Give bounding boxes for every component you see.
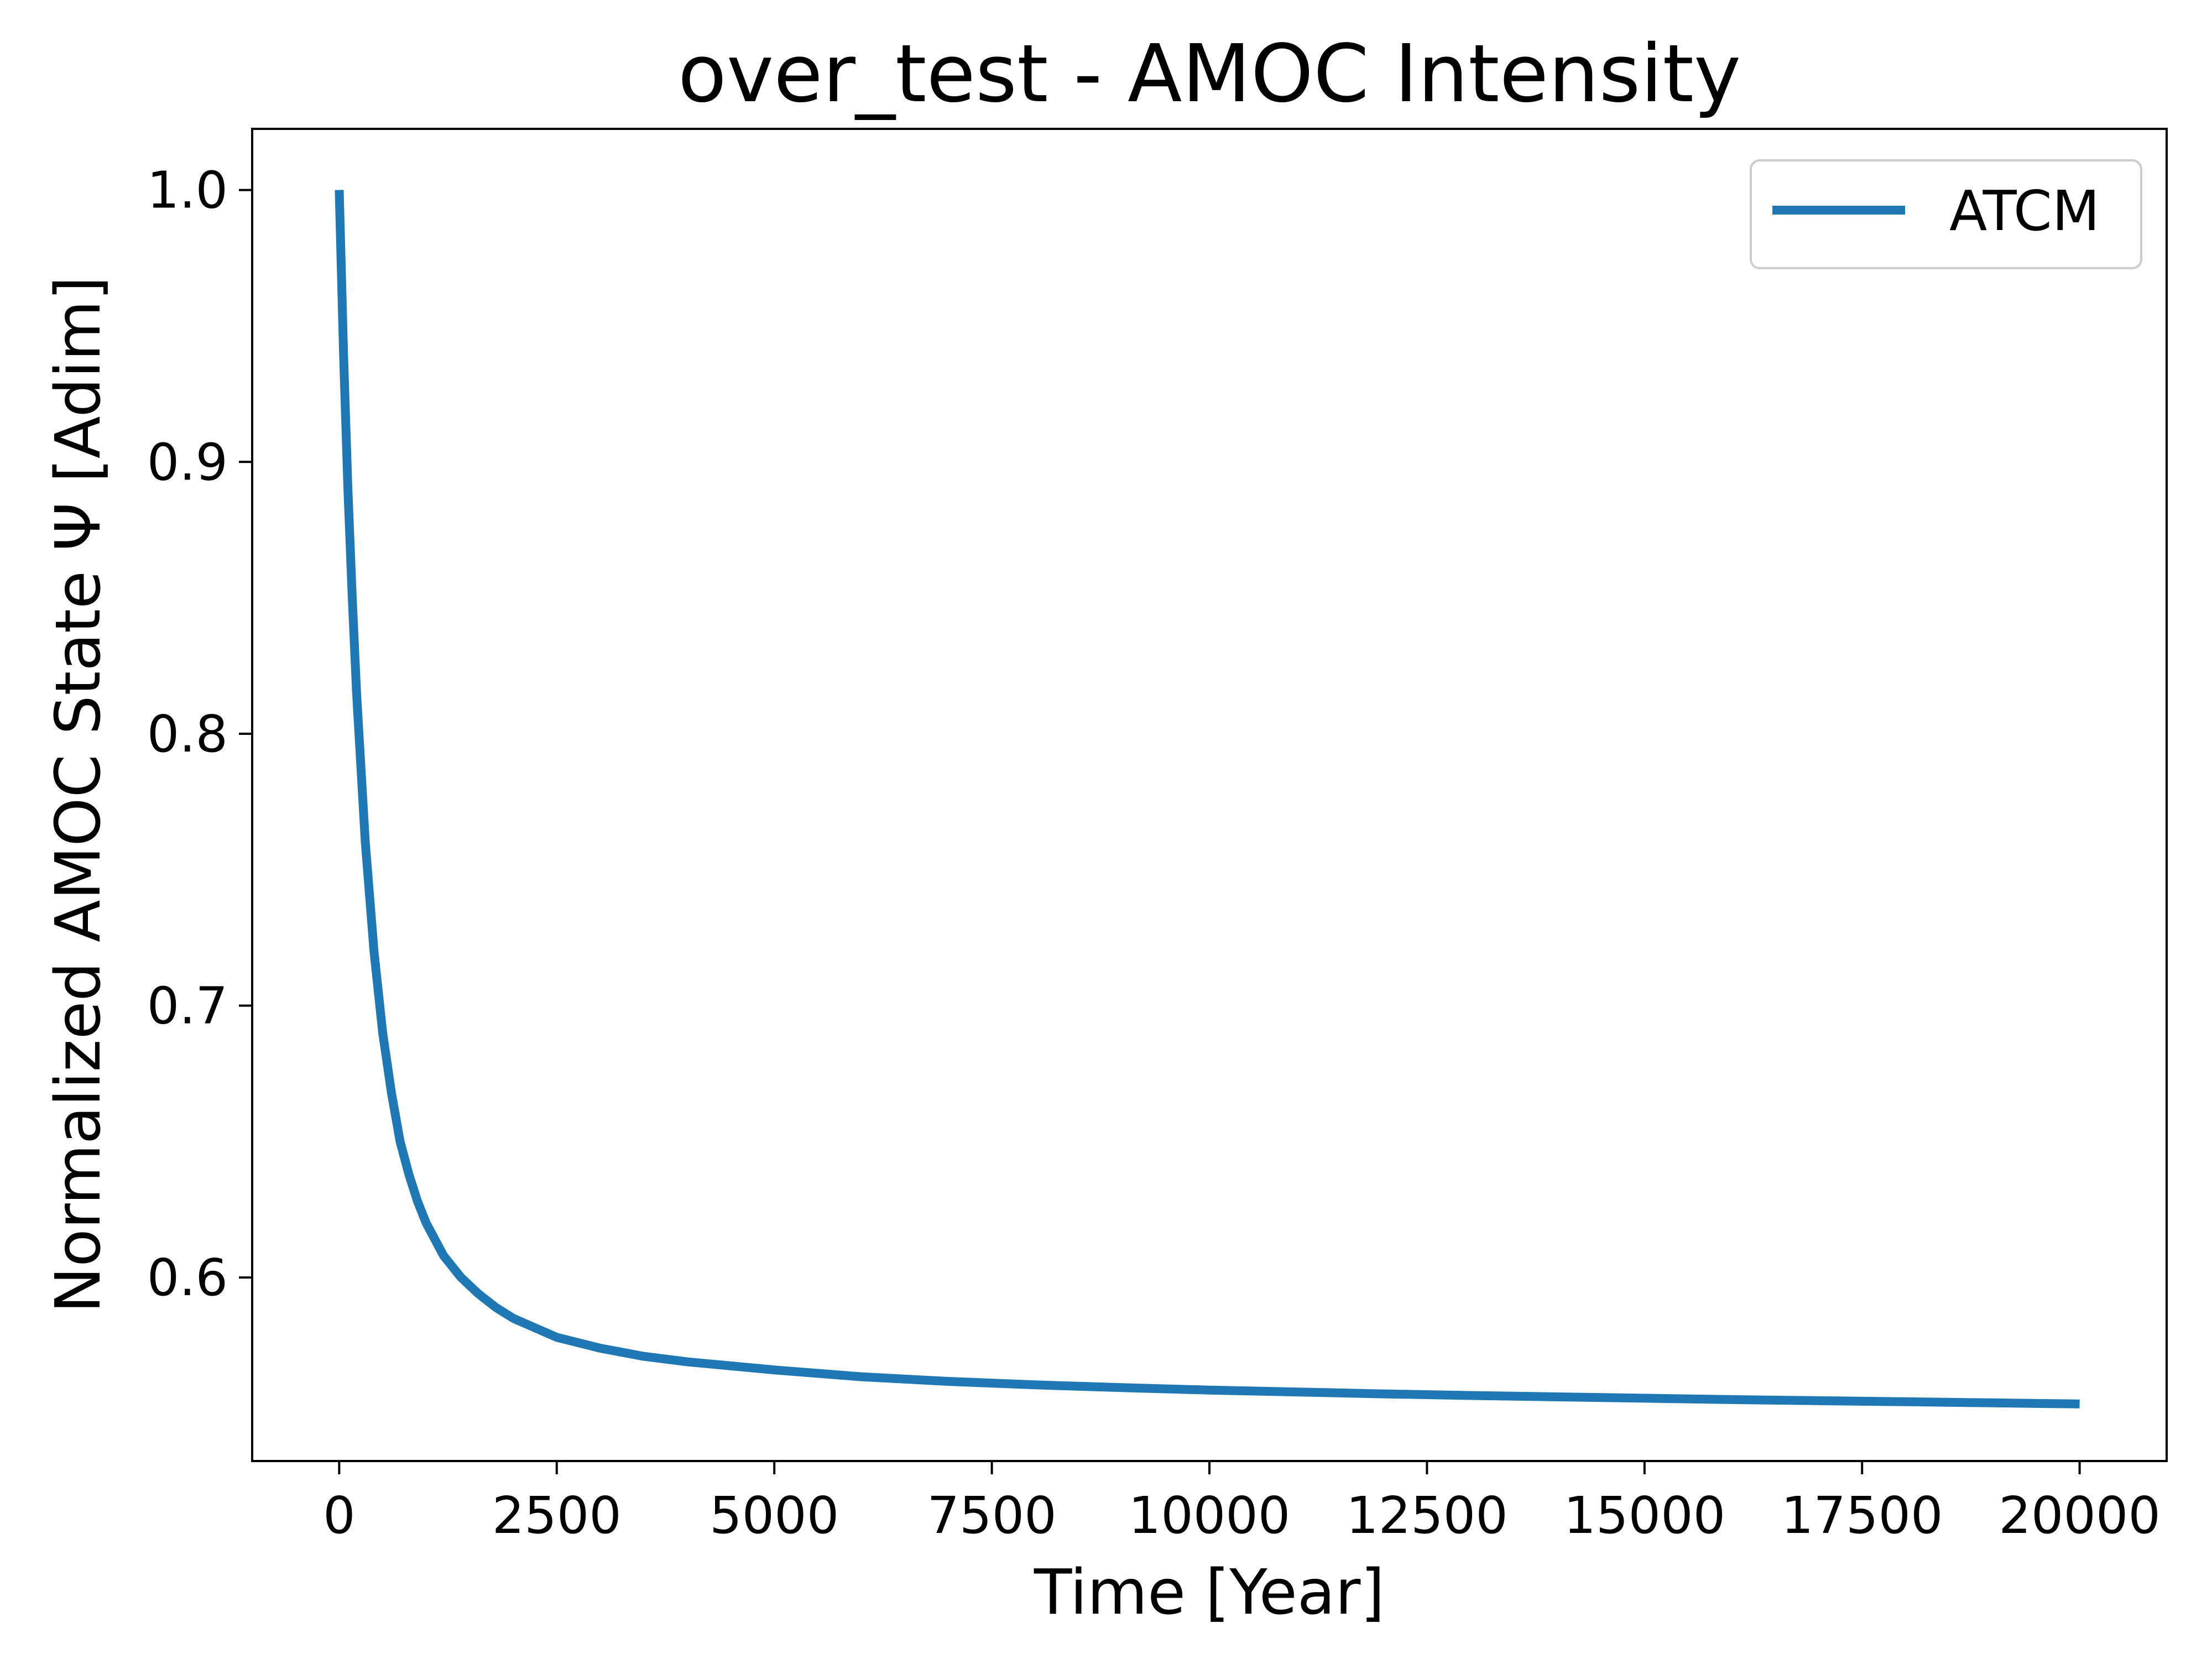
y-tick-label: 1.0 xyxy=(147,161,228,220)
plot-frame xyxy=(251,128,2168,1462)
x-tick-label: 17500 xyxy=(1781,1486,1943,1545)
y-tick-label: 0.7 xyxy=(147,977,228,1036)
legend-label-atcm: ATCM xyxy=(1949,179,2100,243)
x-tick-label: 15000 xyxy=(1563,1486,1725,1545)
x-axis-ticks: 0 2500 5000 7500 10000 12500 15000 17500 20000 xyxy=(323,1461,2161,1545)
y-tick-label: 0.8 xyxy=(147,705,228,764)
x-tick-label: 0 xyxy=(323,1486,356,1545)
y-axis-ticks: 0.6 0.7 0.8 0.9 1.0 xyxy=(147,161,252,1307)
x-tick-label: 5000 xyxy=(709,1486,839,1545)
chart-title: over_test - AMOC Intensity xyxy=(678,27,1741,120)
x-tick-label: 12500 xyxy=(1346,1486,1508,1545)
legend-box xyxy=(1750,159,2142,269)
plot-area xyxy=(335,190,2080,1408)
y-tick-label: 0.6 xyxy=(147,1248,228,1307)
x-tick-label: 7500 xyxy=(927,1486,1057,1545)
x-axis-label: Time [Year] xyxy=(1034,1557,1385,1629)
series-line-atcm xyxy=(335,190,2080,1408)
y-tick-label: 0.9 xyxy=(147,432,228,492)
y-axis-label: Normalized AMOC State Ψ [Adim] xyxy=(43,276,114,1313)
x-tick-label: 10000 xyxy=(1129,1486,1291,1545)
x-tick-label: 2500 xyxy=(492,1486,622,1545)
x-tick-label: 20000 xyxy=(1999,1486,2161,1545)
legend: ATCM xyxy=(1750,159,2142,269)
